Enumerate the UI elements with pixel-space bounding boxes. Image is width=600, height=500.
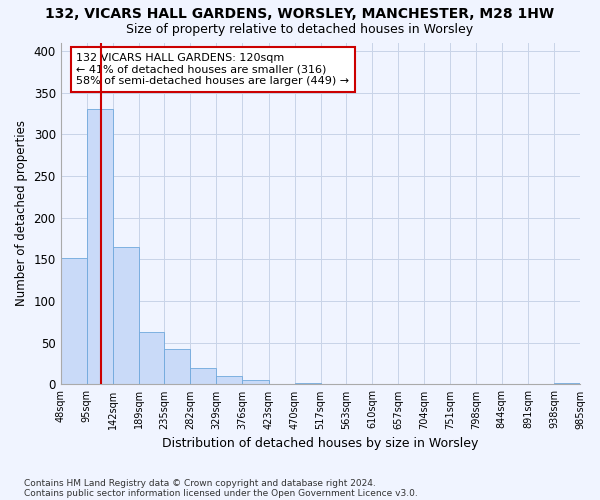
X-axis label: Distribution of detached houses by size in Worsley: Distribution of detached houses by size …: [162, 437, 479, 450]
Text: Size of property relative to detached houses in Worsley: Size of property relative to detached ho…: [127, 22, 473, 36]
Bar: [164, 350, 190, 384]
Bar: [554, 383, 580, 384]
Bar: [61, 258, 87, 384]
Text: 132, VICARS HALL GARDENS, WORSLEY, MANCHESTER, M28 1HW: 132, VICARS HALL GARDENS, WORSLEY, MANCH…: [46, 8, 554, 22]
Text: 132 VICARS HALL GARDENS: 120sqm
← 41% of detached houses are smaller (316)
58% o: 132 VICARS HALL GARDENS: 120sqm ← 41% of…: [76, 53, 349, 86]
Y-axis label: Number of detached properties: Number of detached properties: [15, 120, 28, 306]
Bar: [113, 247, 139, 384]
Bar: [139, 332, 164, 384]
Bar: [295, 383, 320, 384]
Bar: [190, 368, 217, 384]
Text: Contains public sector information licensed under the Open Government Licence v3: Contains public sector information licen…: [24, 488, 418, 498]
Text: Contains HM Land Registry data © Crown copyright and database right 2024.: Contains HM Land Registry data © Crown c…: [24, 478, 376, 488]
Bar: [87, 109, 113, 384]
Bar: [242, 380, 269, 384]
Bar: [217, 376, 242, 384]
